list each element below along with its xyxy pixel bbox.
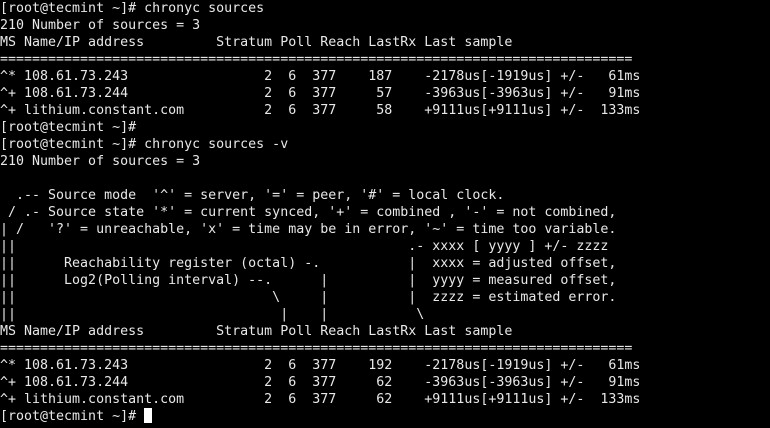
terminal-line: 210 Number of sources = 3 (0, 18, 201, 33)
table-row: ^+ lithium.constant.com 2 6 377 62 +9111… (0, 392, 641, 407)
legend-line: / .- Source state '*' = current synced, … (0, 205, 617, 220)
table-row: ^+ 108.61.73.244 2 6 377 57 -3963us[-396… (0, 86, 641, 101)
legend-line: || \ | | zzzz = estimated error. (0, 290, 617, 305)
table-divider: ========================================… (0, 341, 633, 356)
table-row: ^+ 108.61.73.244 2 6 377 62 -3963us[-396… (0, 375, 641, 390)
table-row: ^* 108.61.73.243 2 6 377 192 -2178us[-19… (0, 358, 641, 373)
table-row: ^+ lithium.constant.com 2 6 377 58 +9111… (0, 103, 641, 118)
legend-line: .-- Source mode '^' = server, '=' = peer… (0, 188, 505, 203)
legend-line: || | | \ (0, 307, 425, 322)
table-divider: ========================================… (0, 52, 633, 67)
terminal-line: [root@tecmint ~]# (0, 120, 137, 135)
terminal-line: [root@tecmint ~]# chronyc sources (0, 1, 265, 16)
table-header: MS Name/IP address Stratum Poll Reach La… (0, 35, 513, 50)
legend-line: | / '?' = unreachable, 'x' = time may be… (0, 222, 617, 237)
table-row: ^* 108.61.73.243 2 6 377 187 -2178us[-19… (0, 69, 641, 84)
terminal-line: [root@tecmint ~]# chronyc sources -v (0, 137, 289, 152)
shell-prompt: [root@tecmint ~]# (0, 409, 145, 424)
table-header: MS Name/IP address Stratum Poll Reach La… (0, 324, 513, 339)
legend-line: || .- xxxx [ yyyy ] +/- zzzz (0, 239, 609, 254)
terminal-line: 210 Number of sources = 3 (0, 154, 201, 169)
terminal-line (0, 170, 770, 187)
prompt-line[interactable]: [root@tecmint ~]# (0, 408, 770, 425)
legend-line: || Reachability register (octal) -. | xx… (0, 256, 617, 271)
legend-line: || Log2(Polling interval) --. | | yyyy =… (0, 273, 617, 288)
text-cursor (144, 408, 153, 423)
